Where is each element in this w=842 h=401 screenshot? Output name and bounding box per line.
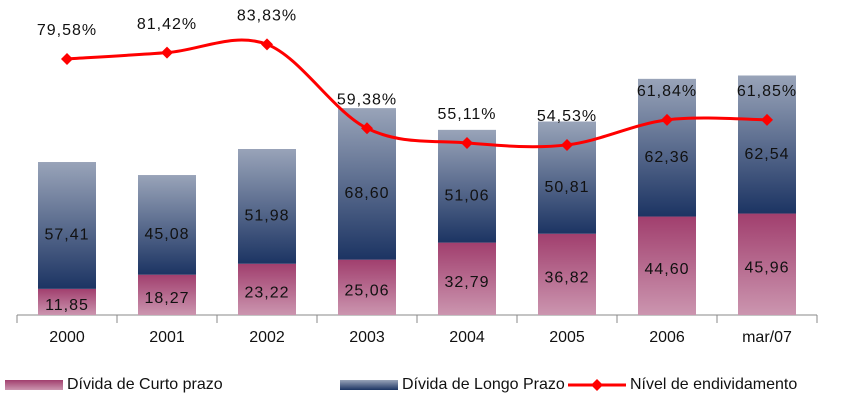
line-marker [461,136,473,149]
line-marker [361,122,373,135]
x-tick-label: 2001 [149,329,185,346]
line-marker [561,138,573,151]
data-label: 62,36 [644,149,689,166]
data-label: 25,06 [344,283,389,300]
data-label: 55,11% [437,106,496,123]
data-label: 79,58% [37,22,97,39]
legend-swatch-shade [5,380,63,390]
data-label: 83,83% [237,8,297,25]
bar-shade [638,78,696,217]
line-marker [261,38,273,51]
data-label: 59,38% [337,92,397,109]
bar-shade [738,75,796,214]
bar-shade [338,259,396,315]
data-label: 68,60 [344,185,389,202]
data-label: 62,54 [744,146,789,163]
line [66,38,768,149]
x-tick-label: 2004 [449,329,485,346]
legend-label: Dívida de Longo Prazo [402,376,565,393]
data-label: 44,60 [644,261,689,278]
x-tick-label: mar/07 [742,329,792,346]
data-label: 81,42% [137,16,197,33]
x-tick-label: 2000 [49,329,85,346]
data-label: 32,79 [444,274,489,291]
legend-marker [591,379,603,391]
bar-shade [138,175,196,275]
bar-shade [738,213,796,315]
x-tick-label: 2005 [549,329,585,346]
data-label: 36,82 [544,270,589,287]
legend-swatch-shade [340,380,398,390]
data-label: 18,27 [144,290,189,307]
line-marker [761,113,773,126]
bar-shade [138,274,196,315]
data-label: 57,41 [44,227,89,244]
line-marker [161,46,173,59]
data-label: 51,06 [444,187,489,204]
line-marker [61,52,73,65]
line-marker [661,113,673,126]
data-label: 50,81 [544,179,589,196]
data-label: 23,22 [244,285,289,302]
data-label: 61,84% [637,83,697,100]
x-tick-label: 2006 [649,329,685,346]
legend-label: Dívida de Curto prazo [67,376,223,393]
data-label: 61,85% [737,83,797,100]
bar-shade [38,162,96,289]
bar-shade [538,233,596,315]
data-label: 45,96 [744,259,789,276]
x-tick-label: 2002 [249,329,285,346]
data-label: 11,85 [45,297,89,314]
bar-shade [438,242,496,315]
bar-shade [638,216,696,315]
bar-shade [538,121,596,234]
bar-shade [238,149,296,264]
x-tick-label: 2003 [349,329,385,346]
bar-shade [38,288,96,315]
data-label: 45,08 [144,226,189,243]
bar-shade [238,263,296,315]
data-label: 54,53% [537,108,597,125]
data-label: 51,98 [244,208,289,225]
legend-label: Nível de endividamento [630,376,797,393]
